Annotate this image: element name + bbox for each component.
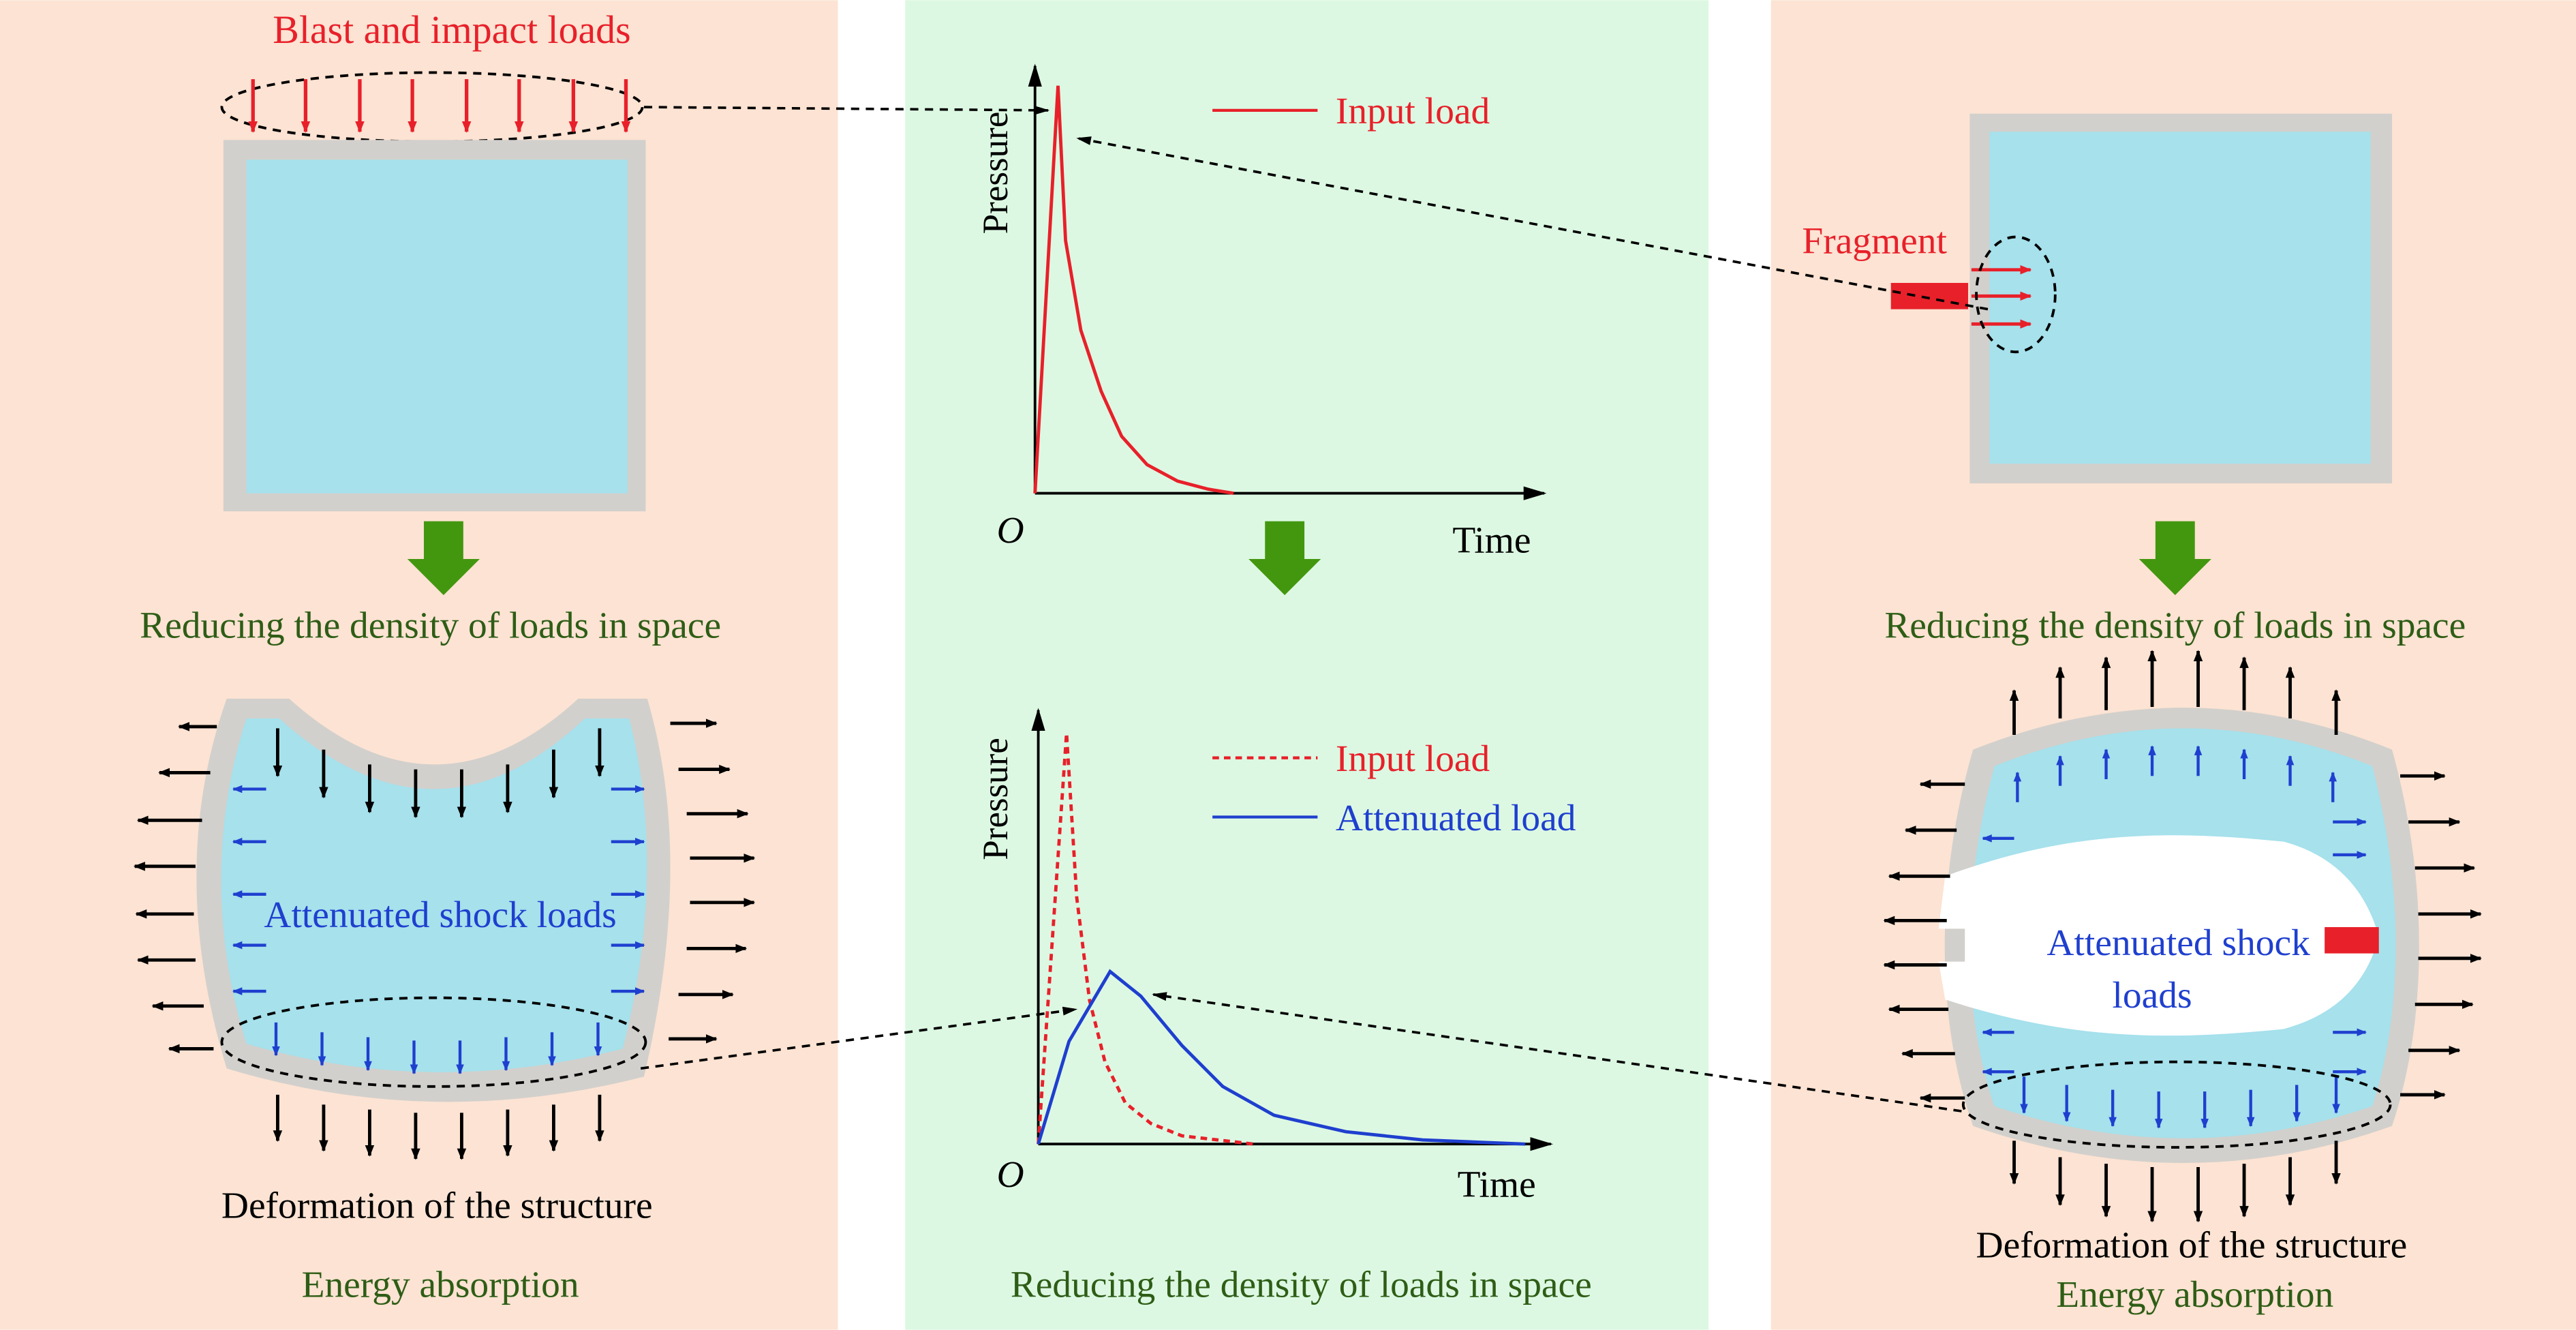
chart-1: Pressure Time O Input load bbox=[976, 63, 1547, 560]
connector-fragment-to-chart1 bbox=[1076, 136, 1989, 311]
fragment bbox=[1890, 283, 1969, 309]
deformation-label-left: Deformation of the structure bbox=[221, 1185, 653, 1226]
reduce-label-right: Reducing the density of loads in space bbox=[1884, 605, 2466, 646]
chart2-legend-input: Input load bbox=[1336, 738, 1490, 779]
attenuated-label-right-2: loads bbox=[2113, 974, 2192, 1016]
fragment-cavity bbox=[1938, 835, 2379, 1036]
middle-panel bbox=[905, 0, 1709, 1330]
attenuated-label-right-1: Attenuated shock bbox=[2046, 922, 2310, 963]
deformed-water bbox=[221, 718, 647, 1072]
structure-water bbox=[246, 160, 628, 494]
chart1-series-input-load bbox=[1033, 85, 1234, 495]
load-ellipse bbox=[220, 71, 644, 143]
chart1-ylabel: Pressure bbox=[976, 112, 1015, 235]
deformation-label-right: Deformation of the structure bbox=[1976, 1224, 2408, 1266]
blast-label: Blast and impact loads bbox=[273, 7, 630, 52]
energy-label-right: Energy absorption bbox=[2056, 1273, 2333, 1315]
attenuated-arrows-left bbox=[232, 785, 645, 1075]
connector-right-to-chart2 bbox=[1152, 992, 1962, 1113]
down-arrow-right bbox=[2138, 521, 2211, 596]
fragment-ellipse bbox=[1975, 235, 2057, 354]
inward-load-arrows bbox=[273, 728, 604, 819]
chart1-origin: O bbox=[997, 509, 1024, 551]
chart2-series-input-load bbox=[1037, 733, 1254, 1146]
down-arrow-left bbox=[407, 521, 480, 596]
bottom-ellipse-left bbox=[220, 996, 647, 1088]
reduce-label-middle: Reducing the density of loads in space bbox=[1011, 1263, 1592, 1305]
blast-load-arrows bbox=[248, 79, 631, 133]
chart2-legend-attenuated: Attenuated load bbox=[1336, 797, 1576, 838]
connector-lines bbox=[640, 106, 1989, 1113]
attenuated-arrows-right bbox=[1982, 745, 2367, 1129]
chart2-xlabel: Time bbox=[1458, 1163, 1536, 1205]
fragment-label: Fragment bbox=[1802, 220, 1947, 262]
chart2-ylabel: Pressure bbox=[976, 738, 1015, 860]
attenuated-label-left: Attenuated shock loads bbox=[264, 894, 616, 935]
chart-2: Pressure Time O Input load Attenuated lo… bbox=[976, 708, 1576, 1205]
chart2-origin: O bbox=[997, 1153, 1024, 1195]
chart1-xlabel: Time bbox=[1452, 519, 1531, 560]
reduce-label-left: Reducing the density of loads in space bbox=[140, 605, 721, 646]
chart2-series-attenuated-load bbox=[1037, 969, 1526, 1146]
outward-arrows-right bbox=[1883, 650, 2482, 1223]
chart1-legend-input: Input load bbox=[1336, 90, 1490, 132]
structure-water-right bbox=[1989, 132, 2371, 464]
fragment-embedded bbox=[2325, 927, 2379, 954]
energy-label-left: Energy absorption bbox=[302, 1263, 579, 1305]
outward-arrows-left bbox=[133, 719, 756, 1160]
down-arrow-middle bbox=[1248, 521, 1321, 596]
bottom-ellipse-right bbox=[1961, 1060, 2392, 1149]
